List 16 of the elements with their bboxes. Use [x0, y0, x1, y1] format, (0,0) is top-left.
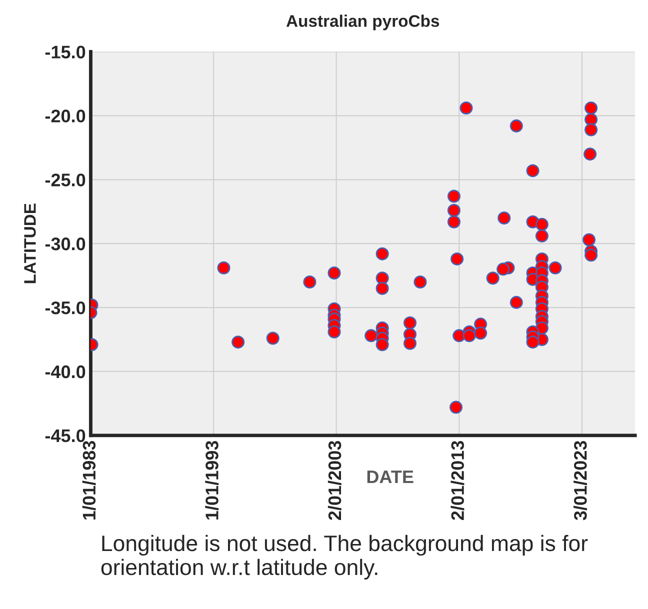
y-tick-label: -45.0 [45, 429, 86, 442]
x-tick-label: 3/01/2023 [574, 440, 587, 520]
y-tick-label: -35.0 [45, 301, 86, 314]
y-tick-label: -40.0 [45, 365, 86, 378]
y-tick-label: -25.0 [45, 174, 86, 186]
x-tick-label: 1/01/1993 [205, 440, 219, 520]
x-tick-label: 2/01/2013 [450, 440, 464, 520]
x-axis-title: DATE [367, 470, 414, 484]
x-tick-label: 1/01/1983 [82, 440, 96, 520]
y-tick-label: -15.0 [45, 46, 86, 58]
y-tick-label: -30.0 [45, 238, 86, 250]
x-tick-label: 2/01/2003 [328, 440, 342, 520]
y-axis-title: LATITUDE [24, 204, 36, 284]
y-tick-label: -20.0 [45, 110, 86, 122]
chart-title: Australian pyroCbs [286, 14, 440, 30]
text: Longitude is not used. The background map is for orientation w.r.t latitude only. [101, 534, 588, 580]
